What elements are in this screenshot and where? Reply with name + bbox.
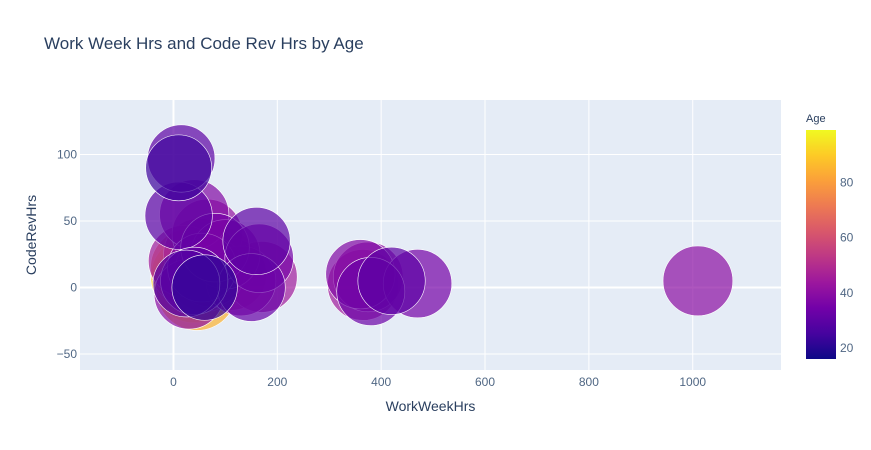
x-tick-label: 800 — [579, 375, 599, 389]
bubble-point[interactable] — [171, 254, 238, 321]
x-tick-label: 600 — [475, 375, 495, 389]
chart-title: Work Week Hrs and Code Rev Hrs by Age — [44, 34, 364, 53]
colorbar-tick-label: 40 — [840, 286, 854, 300]
y-tick-label: 0 — [70, 281, 77, 295]
y-tick-label: 50 — [64, 214, 78, 228]
colorbar-tick-label: 80 — [840, 175, 854, 189]
colorbar: Age 20 40 60 80 — [806, 113, 854, 359]
bubble-point[interactable] — [357, 246, 426, 315]
colorbar-gradient — [806, 130, 836, 359]
bubble-point[interactable] — [145, 134, 212, 202]
bubble-point[interactable] — [662, 245, 734, 317]
bubble-point[interactable] — [222, 207, 291, 275]
colorbar-tick-labels: 20 40 60 80 — [840, 175, 854, 355]
x-tick-label: 400 — [371, 375, 391, 389]
bubble-layer[interactable] — [144, 124, 734, 331]
x-tick-label: 1000 — [679, 375, 706, 389]
y-tick-label: 100 — [57, 148, 77, 162]
colorbar-tick-label: 60 — [840, 231, 854, 245]
tick-labels: 0 200 400 600 800 1000 −50 0 50 100 — [57, 148, 707, 389]
x-tick-label: 0 — [170, 375, 177, 389]
x-tick-label: 200 — [267, 375, 287, 389]
colorbar-tick-label: 20 — [840, 341, 854, 355]
y-tick-label: −50 — [57, 347, 78, 361]
x-axis-label: WorkWeekHrs — [386, 398, 476, 414]
colorbar-title: Age — [806, 113, 826, 125]
y-axis-label: CodeRevHrs — [23, 195, 39, 275]
